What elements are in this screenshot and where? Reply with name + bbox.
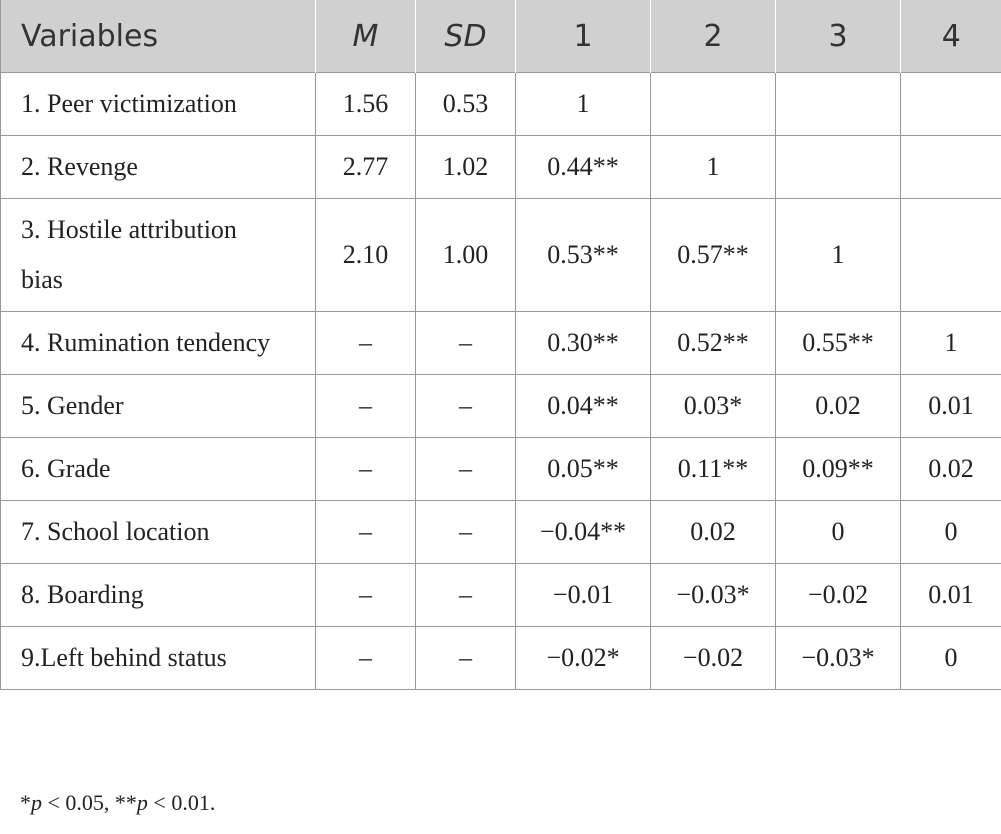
cell: 1 <box>650 135 776 199</box>
correlation-table: Variables M SD 1 2 3 4 1. Peer victimization 1.… <box>0 0 1001 690</box>
empty-cell <box>775 135 901 199</box>
table-row: 7. School location – – −0.04** 0.02 0 0 <box>0 500 1001 564</box>
cell: −0.02* <box>515 626 651 690</box>
cell: 1 <box>900 311 1001 375</box>
cell: 0.11** <box>650 437 776 501</box>
cell: 0 <box>775 500 901 564</box>
header-cell: 3 <box>775 0 901 73</box>
cell: 0.53 <box>415 72 516 136</box>
header-cell: Variables <box>0 0 316 73</box>
cell: – <box>315 437 416 501</box>
cell: −0.02 <box>650 626 776 690</box>
table-row: 9.Left behind status – – −0.02* −0.02 −0.03* 0 <box>0 626 1001 690</box>
table-row: 3. Hostile attribution bias 2.10 1.00 0.53*… <box>0 198 1001 312</box>
cell: −0.01 <box>515 563 651 627</box>
cell: 0 <box>900 626 1001 690</box>
cell: 2.10 <box>315 198 416 312</box>
cell: 0.44** <box>515 135 651 199</box>
cell: – <box>415 563 516 627</box>
table-row: 2. Revenge 2.77 1.02 0.44** 1 <box>0 135 1001 199</box>
cell: 1 <box>775 198 901 312</box>
variable-name: 6. Grade <box>0 437 316 501</box>
table-row: 1. Peer victimization 1.56 0.53 1 <box>0 72 1001 136</box>
cell: 0.55** <box>775 311 901 375</box>
footnote-part: p <box>136 790 148 815</box>
footnote-part: < 0.01. <box>147 790 216 815</box>
table-row: 4. Rumination tendency – –0.30** 0.52** 0.55… <box>0 311 1001 375</box>
cell: – <box>415 311 516 375</box>
cell: 1.56 <box>315 72 416 136</box>
table-row: 8. Boarding – – −0.01 −0.03* −0.02 0.01 <box>0 563 1001 627</box>
cell: −0.03* <box>775 626 901 690</box>
cell: 0.30** <box>515 311 651 375</box>
cell: – <box>415 374 516 438</box>
variable-name: 2. Revenge <box>0 135 316 199</box>
cell: 0.01 <box>900 563 1001 627</box>
header-cell: 2 <box>650 0 776 73</box>
cell: – <box>315 500 416 564</box>
empty-cell <box>775 72 901 136</box>
cell: 0.02 <box>775 374 901 438</box>
cell: 0.57** <box>650 198 776 312</box>
cell: 1.00 <box>415 198 516 312</box>
cell: 0.52** <box>650 311 776 375</box>
header-cell: M <box>315 0 416 73</box>
table-row: 6. Grade – –0.05** 0.11** 0.09** 0.02 <box>0 437 1001 501</box>
variable-name: 5. Gender <box>0 374 316 438</box>
cell: 0 <box>900 500 1001 564</box>
header-cell: 4 <box>900 0 1001 73</box>
cell: 0.53** <box>515 198 651 312</box>
cell: −0.04** <box>515 500 651 564</box>
variable-name: 4. Rumination tendency <box>0 311 316 375</box>
cell: −0.03* <box>650 563 776 627</box>
variable-name: 9.Left behind status <box>0 626 316 690</box>
variable-name: 8. Boarding <box>0 563 316 627</box>
footnote: *p < 0.05, **p < 0.01. <box>20 790 215 816</box>
header-cell: 1 <box>515 0 651 73</box>
cell: – <box>415 626 516 690</box>
cell: 1.02 <box>415 135 516 199</box>
cell: 0.09** <box>775 437 901 501</box>
cell: 0.05** <box>515 437 651 501</box>
header-row: Variables M SD 1 2 3 4 <box>0 0 1001 73</box>
cell: – <box>315 311 416 375</box>
empty-cell <box>900 198 1001 312</box>
empty-cell <box>650 72 776 136</box>
cell: – <box>415 500 516 564</box>
table-row: 5. Gender – –0.04** 0.03* 0.02 0.01 <box>0 374 1001 438</box>
header-cell: SD <box>415 0 516 73</box>
cell: 2.77 <box>315 135 416 199</box>
footnote-part: p <box>31 790 42 815</box>
cell: 0.01 <box>900 374 1001 438</box>
cell: 0.04** <box>515 374 651 438</box>
table-body: 1. Peer victimization 1.56 0.53 1 2. Revenge… <box>0 72 1001 690</box>
cell: – <box>315 563 416 627</box>
cell: 0.02 <box>900 437 1001 501</box>
cell: – <box>415 437 516 501</box>
footnote-part: < 0.05, ** <box>42 790 137 815</box>
cell: −0.02 <box>775 563 901 627</box>
cell: 0.02 <box>650 500 776 564</box>
cell: – <box>315 374 416 438</box>
variable-name: 3. Hostile attribution bias <box>0 198 316 312</box>
footnote-part: * <box>20 790 31 815</box>
variable-name: 1. Peer victimization <box>0 72 316 136</box>
cell: 1 <box>515 72 651 136</box>
empty-cell <box>900 72 1001 136</box>
cell: 0.03* <box>650 374 776 438</box>
empty-cell <box>900 135 1001 199</box>
cell: – <box>315 626 416 690</box>
variable-name: 7. School location <box>0 500 316 564</box>
